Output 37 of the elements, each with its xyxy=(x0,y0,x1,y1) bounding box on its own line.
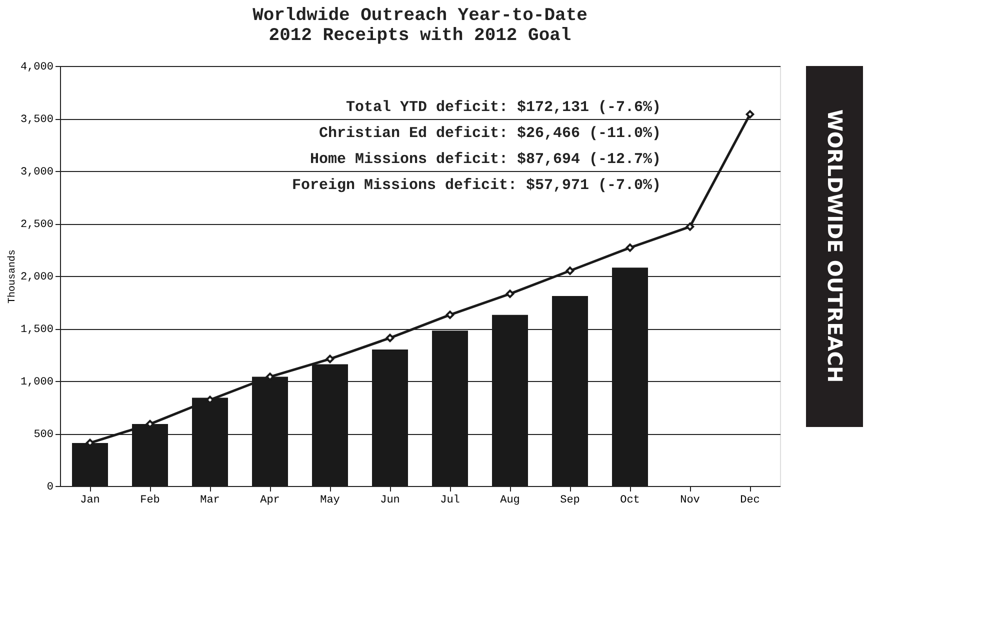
point xyxy=(746,110,754,118)
point xyxy=(386,334,394,342)
y-tick-label: 1,000 xyxy=(20,376,54,388)
y-tick-label: 3,000 xyxy=(20,166,54,178)
x-tick-label: Dec xyxy=(740,494,760,506)
annotation: Total YTD deficit: $172,131 (-7.6%) xyxy=(346,99,661,116)
x-tick-label: Jul xyxy=(440,494,460,506)
point xyxy=(626,243,634,252)
y-tick-label: 0 xyxy=(46,482,54,494)
x-tick-label: Apr xyxy=(260,494,280,506)
point xyxy=(506,290,514,298)
point xyxy=(686,222,694,231)
text: WORLDWIDE OUTREACH xyxy=(823,109,847,383)
x-tick-label: May xyxy=(320,494,340,506)
x-tick-label: Sep xyxy=(560,494,580,506)
annotation: Christian Ed deficit: $26,466 (-11.0%) xyxy=(318,125,661,142)
y-axis-title: Thousands xyxy=(6,249,18,304)
x-tick-label: Aug xyxy=(500,494,520,506)
x-tick-label: Oct xyxy=(620,494,640,506)
text: 2012 Receipts with 2012 Goal xyxy=(268,26,572,46)
point xyxy=(566,266,574,275)
x-tick-label: Jun xyxy=(380,494,400,506)
y-tick-label: 2,000 xyxy=(20,272,54,284)
y-tick-label: 500 xyxy=(34,429,54,441)
x-tick-label: Mar xyxy=(200,494,220,506)
y-tick-label: 3,500 xyxy=(20,114,54,126)
point xyxy=(446,310,454,320)
point xyxy=(326,354,334,364)
x-tick-label: Feb xyxy=(140,494,160,506)
annotation: Foreign Missions deficit: $57,971 (-7.0%) xyxy=(292,177,661,194)
y-tick-label: 2,500 xyxy=(20,219,54,231)
x-tick-label: Jan xyxy=(80,494,100,506)
y-tick-label: 4,000 xyxy=(20,62,54,74)
y-tick-label: 1,500 xyxy=(20,324,54,336)
text: Worldwide Outreach Year-to-Date xyxy=(252,6,588,26)
x-tick-label: Nov xyxy=(680,494,700,506)
annotation: Home Missions deficit: $87,694 (-12.7%) xyxy=(310,151,661,168)
